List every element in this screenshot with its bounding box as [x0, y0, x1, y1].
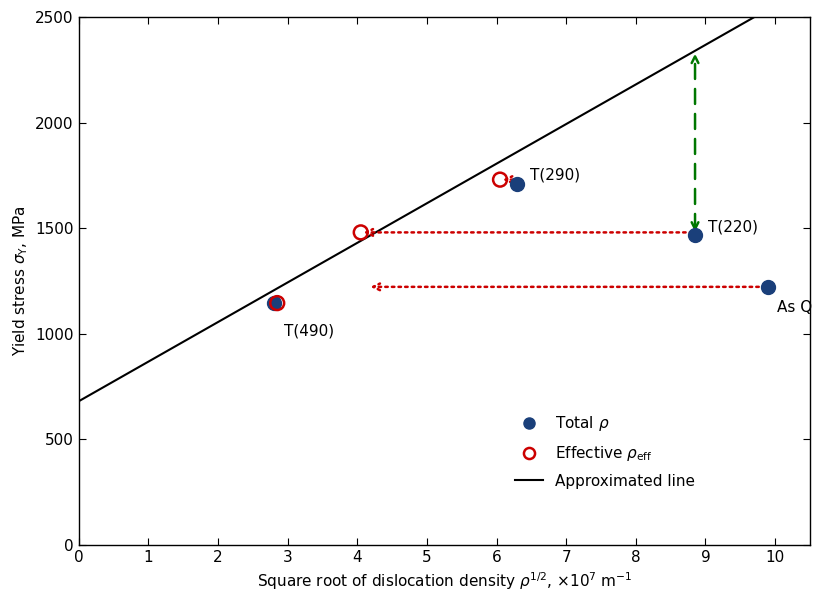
Point: [762, 282, 775, 292]
Text: T(490): T(490): [284, 323, 334, 338]
Point: [270, 298, 284, 308]
Text: T(290): T(290): [530, 168, 580, 183]
Point: [267, 298, 280, 308]
Point: [354, 227, 367, 237]
Text: T(220): T(220): [708, 219, 758, 235]
Point: [511, 179, 524, 189]
Y-axis label: Yield stress $\sigma_\mathrm{Y}$, MPa: Yield stress $\sigma_\mathrm{Y}$, MPa: [11, 206, 30, 356]
Point: [688, 230, 701, 239]
Legend: Total $\rho$, Effective $\rho_\mathrm{eff}$, Approximated line: Total $\rho$, Effective $\rho_\mathrm{ef…: [509, 408, 701, 495]
X-axis label: Square root of dislocation density $\rho^{1/2}$, $\times$10$^{7}$ m$^{-1}$: Square root of dislocation density $\rho…: [256, 570, 632, 592]
Point: [494, 175, 507, 185]
Text: As Q: As Q: [777, 300, 812, 315]
